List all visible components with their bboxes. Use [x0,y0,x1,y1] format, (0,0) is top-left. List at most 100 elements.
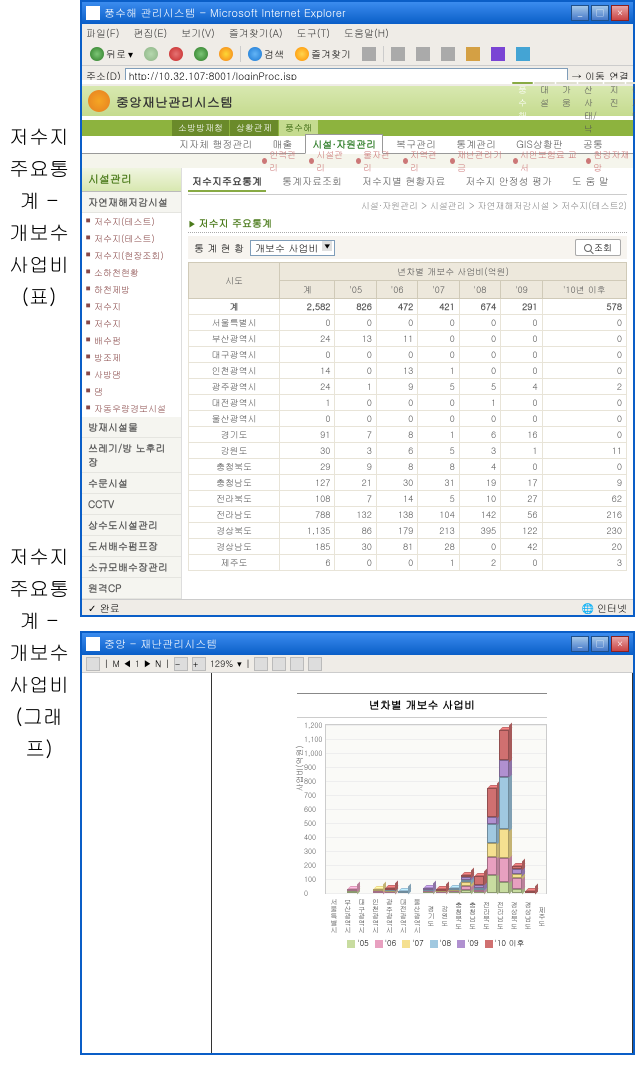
favorites-button[interactable]: 즐겨찾기 [291,45,355,63]
back-button[interactable]: 뒤로 ▾ [86,45,137,63]
close-button-2[interactable]: × [611,636,629,652]
cell: 21 [335,475,376,491]
sidebar-item[interactable]: 저수지(테스트) [82,213,181,230]
cell: 6 [459,427,500,443]
tb-zoom-in[interactable]: + [192,657,206,671]
menu-item[interactable]: 도구(T) [297,26,330,40]
cell: 0 [542,363,626,379]
cell: 578 [542,299,626,315]
sidebar-group[interactable]: 상수도시설관리 [82,515,181,536]
chart-legend: '05'06'07'08'09'10 이후 [325,938,547,949]
forward-button[interactable] [140,45,162,63]
sub-tab[interactable]: 저수지 안정성 평가 [461,172,556,192]
app-title: 중앙재난관리시스템 [116,92,233,111]
bar [487,872,497,893]
misc-button-2[interactable] [487,45,509,63]
history-button[interactable] [358,45,380,63]
edit-button[interactable] [437,45,459,63]
cell: 826 [335,299,376,315]
row-label: 충청남도 [189,475,280,491]
sub-tab[interactable]: 저수지별 현황자료 [358,172,449,192]
sidebar-item[interactable]: 하천제방 [82,281,181,298]
refresh-button[interactable] [190,45,212,63]
menu-item[interactable]: 도움말(H) [344,26,389,40]
misc-button-1[interactable] [462,45,484,63]
filter-select[interactable]: 개보수 사업비 [250,240,335,256]
search-button[interactable]: 검색 [244,45,288,63]
home-button[interactable] [215,45,237,63]
sidebar-group[interactable]: 원격CP [82,578,181,599]
menu-item[interactable]: 보기(V) [181,26,215,40]
sidebar-group[interactable]: 쓰레기/방 노후리장 [82,438,181,473]
sidebar-item[interactable]: 저수지(테스트) [82,230,181,247]
sidebar-item[interactable]: 배수펌 [82,332,181,349]
table-row: 강원도303653111 [189,443,627,459]
sidebar-item[interactable]: 자동우량경보시설 [82,400,181,417]
cell: 0 [335,411,376,427]
pill-tab[interactable]: 대설 [534,82,555,84]
stop-button[interactable] [165,45,187,63]
row-label: 제주도 [189,555,280,571]
cell: 11 [376,331,417,347]
cell: 0 [335,555,376,571]
tb-btn-5[interactable] [308,657,322,671]
cell: 56 [501,507,542,523]
col-header: '07 [418,281,459,299]
minimize-button-2[interactable]: _ [571,636,589,652]
cell: 179 [376,523,417,539]
minimize-button[interactable]: _ [571,5,589,21]
sub-tab[interactable]: 저수지주요통계 [188,172,266,192]
menu-item[interactable]: 파일(F) [86,26,119,40]
zoom-level: 129% [210,657,233,670]
y-tick: 700 [304,790,316,800]
menu-item[interactable]: 편집(E) [133,26,167,40]
pill-tab[interactable]: 가뭄 [556,82,577,84]
filter-row: 통 계 현 황 개보수 사업비 조회 [188,236,627,259]
sidebar-item[interactable]: 저수지(현장조회) [82,247,181,264]
misc-button-3[interactable] [512,45,534,63]
cell: 3 [335,443,376,459]
cell: 0 [335,395,376,411]
sidebar-item[interactable]: 저수지 [82,315,181,332]
col-header: '09 [501,281,542,299]
close-button[interactable]: × [611,5,629,21]
pill-tab[interactable]: 지진 [604,82,625,84]
search-btn[interactable]: 조회 [575,239,621,256]
cell: 2 [459,555,500,571]
maximize-button[interactable]: □ [591,5,609,21]
sidebar-item[interactable]: 저수지 [82,298,181,315]
table-row: 전라북도1087145102762 [189,491,627,507]
tb-zoom-out[interactable]: - [174,657,188,671]
cell: 788 [280,507,335,523]
main-tab[interactable]: 지자체 행정관리 [172,134,259,153]
sidebar-item[interactable]: 방조제 [82,349,181,366]
mail-button[interactable] [387,45,409,63]
cell: 4 [501,379,542,395]
tb-btn-4[interactable] [290,657,304,671]
pill-tab[interactable]: 산사태/낙 [578,82,603,84]
sidebar-group[interactable]: 방재시설물 [82,417,181,438]
sidebar-group[interactable]: 수문시설 [82,473,181,494]
tb-btn-3[interactable] [272,657,286,671]
tb-btn[interactable] [86,657,100,671]
menu-item[interactable]: 즐겨찾기(A) [229,26,283,40]
maximize-button-2[interactable]: □ [591,636,609,652]
sidebar-group[interactable]: 소규모배수장관리 [82,557,181,578]
sub-tab[interactable]: 도 움 말 [568,172,613,192]
tb-btn-2[interactable] [254,657,268,671]
sidebar-item[interactable]: 사방댐 [82,366,181,383]
sidebar-item[interactable]: 댐 [82,383,181,400]
x-label: 충청북도 [450,898,464,934]
app-logo-icon [88,90,110,112]
table-row: 경상북도1,13586179213395122230 [189,523,627,539]
print-button[interactable] [412,45,434,63]
bar [487,854,497,875]
sidebar-item[interactable]: 소하천현황 [82,264,181,281]
sub-tab[interactable]: 통계자료조회 [278,172,346,192]
x-label: 제주도 [533,898,547,934]
sidebar-group[interactable]: CCTV [82,494,181,515]
sidebar-group[interactable]: 자연재해저감시설 [82,192,181,213]
pill-tab[interactable]: 이재민 [626,82,635,84]
pill-tab[interactable]: 풍수해 [512,82,533,84]
sidebar-group[interactable]: 도서배수펌프장 [82,536,181,557]
